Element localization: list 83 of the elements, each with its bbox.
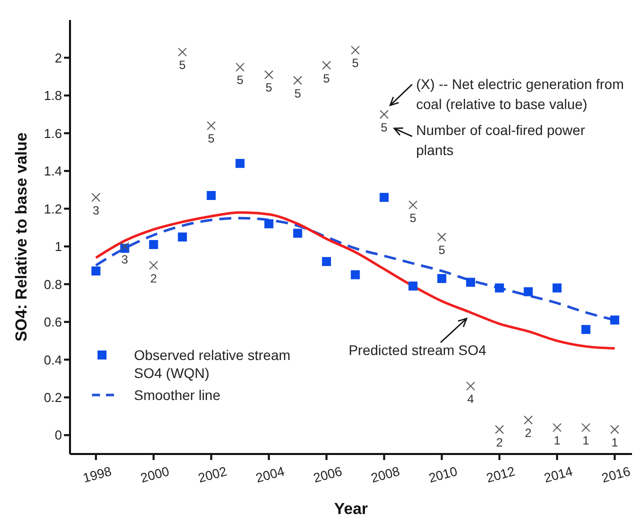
- y-tick-label: 1.4: [44, 164, 62, 179]
- point: [149, 260, 158, 270]
- point: [322, 60, 332, 70]
- annotation: 5: [208, 132, 215, 146]
- y-tick-label: 0.6: [44, 314, 62, 330]
- point: [380, 192, 389, 202]
- point: [437, 232, 446, 242]
- x-tick-label: 2012: [484, 464, 517, 486]
- annotation: 1: [611, 435, 618, 450]
- legend-label: Observed relative stream SO4 (WQN): [134, 346, 292, 382]
- point: [466, 382, 476, 391]
- legend-label: Smoother line: [134, 386, 220, 404]
- point: [264, 219, 274, 228]
- x-tick-label: 1998: [81, 464, 114, 486]
- point: [91, 266, 100, 276]
- point: [552, 423, 562, 432]
- x-tick-label: 2004: [254, 464, 286, 486]
- point: [552, 283, 562, 292]
- y-tick-label: 0: [54, 428, 62, 443]
- annotation: 5: [179, 58, 186, 72]
- annotation: 5: [438, 243, 446, 257]
- annotation: 5: [380, 120, 388, 134]
- annotation: Predicted stream SO4: [348, 341, 488, 360]
- annotation: 1: [554, 434, 561, 448]
- x-axis-title: Year: [334, 501, 368, 518]
- point: [293, 76, 302, 85]
- point: [206, 190, 216, 200]
- annotation: Number of coal-fired power plants: [416, 121, 586, 160]
- x-tick-label: 2000: [138, 464, 171, 486]
- x-tick-label: 2016: [600, 464, 632, 486]
- point: [380, 110, 389, 119]
- x-tick-label: 2010: [427, 464, 459, 486]
- point: [264, 70, 274, 80]
- point: [206, 121, 216, 130]
- point: [581, 324, 590, 334]
- point: [293, 228, 302, 238]
- point: [236, 62, 245, 72]
- point: [178, 48, 187, 57]
- annotation: 5: [410, 210, 417, 225]
- y-tick-label: 1.2: [44, 201, 62, 216]
- y-tick-label: 1: [54, 239, 62, 254]
- y-tick-label: 0.2: [44, 390, 62, 406]
- point: [466, 278, 476, 287]
- annotation: 5: [236, 73, 244, 88]
- annotation: 5: [294, 86, 302, 100]
- point: [408, 282, 418, 291]
- annotation: 5: [323, 71, 330, 86]
- point: [494, 424, 504, 434]
- x-tick-label: 2002: [196, 464, 228, 486]
- annotation: 3: [121, 252, 128, 266]
- point: [610, 424, 620, 434]
- point: [408, 200, 418, 210]
- y-tick-label: 0.8: [44, 276, 62, 292]
- annotation: 1: [582, 434, 590, 448]
- annotation: 4: [467, 392, 474, 406]
- y-tick-label: 1.6: [44, 126, 62, 141]
- point: [178, 232, 187, 242]
- y-tick-label: 0.4: [44, 352, 62, 368]
- x-tick-label: 2006: [312, 464, 344, 486]
- point: [350, 270, 360, 280]
- point: [236, 158, 245, 168]
- x-tick-label: 2008: [369, 464, 402, 486]
- y-tick-label: 1.8: [44, 88, 62, 104]
- y-tick-label: 2: [54, 50, 62, 66]
- point: [437, 274, 446, 284]
- annotation: (X) -- Net electric generation from coal (relative to base value): [416, 75, 625, 114]
- point: [322, 257, 332, 266]
- point: [350, 46, 360, 55]
- annotation: 2: [524, 426, 532, 440]
- point: [149, 240, 158, 250]
- point: [610, 316, 620, 325]
- annotation: 5: [352, 56, 359, 70]
- x-tick-label: 2014: [542, 464, 574, 486]
- annotation: 5: [266, 80, 273, 95]
- y-axis-title: SO4: Relative to base value: [14, 132, 30, 342]
- annotation: 3: [92, 203, 100, 218]
- point: [581, 423, 590, 432]
- point: [524, 416, 533, 425]
- annotation: 2: [150, 271, 158, 286]
- point: [91, 192, 100, 202]
- annotation: 2: [496, 435, 504, 450]
- point: [524, 287, 533, 296]
- point: [494, 283, 504, 292]
